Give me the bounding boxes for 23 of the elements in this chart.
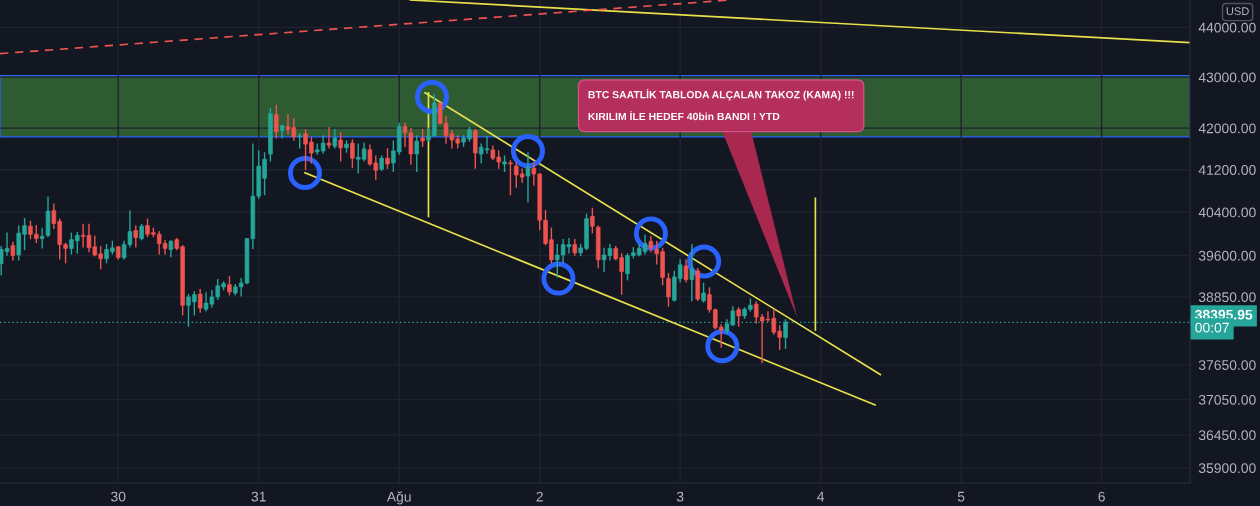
x-tick-label: 3 xyxy=(676,491,684,502)
x-tick-label: 30 xyxy=(111,491,126,502)
x-tick-label: Ağu xyxy=(386,491,411,505)
y-tick-label: 37050.00 xyxy=(1198,394,1256,405)
y-tick-label: 38850.00 xyxy=(1198,292,1256,303)
y-tick-label: 44000.00 xyxy=(1198,22,1256,33)
y-tick-label: 42000.00 xyxy=(1198,123,1256,134)
y-tick-label: 37650.00 xyxy=(1198,360,1256,370)
x-tick-label: 5 xyxy=(957,491,965,502)
y-tick-label: 39600.00 xyxy=(1198,250,1256,261)
x-tick-label: 2 xyxy=(536,491,543,502)
x-tick-label: 4 xyxy=(817,491,825,502)
ref-line-label: 38395.95 xyxy=(1195,309,1253,320)
text: 00:07 xyxy=(1195,322,1229,333)
y-tick-label: 41200.00 xyxy=(1198,165,1256,175)
y-tick-label: 36450.00 xyxy=(1198,430,1256,441)
annotation: BTC SAATLİK TABLODA ALÇALAN TAKOZ (KAMA) !!! KIRILIM İLE HEDEF 40bin BANDI ! YTD xyxy=(588,89,854,121)
x-tick-label: 31 xyxy=(251,491,266,502)
y-tick-label: 35900.00 xyxy=(1198,463,1256,474)
x-tick-label: 6 xyxy=(1098,491,1105,502)
text: USD xyxy=(1226,7,1249,16)
y-tick-label: 40400.00 xyxy=(1198,207,1256,218)
y-tick-label: 43000.00 xyxy=(1198,72,1256,83)
